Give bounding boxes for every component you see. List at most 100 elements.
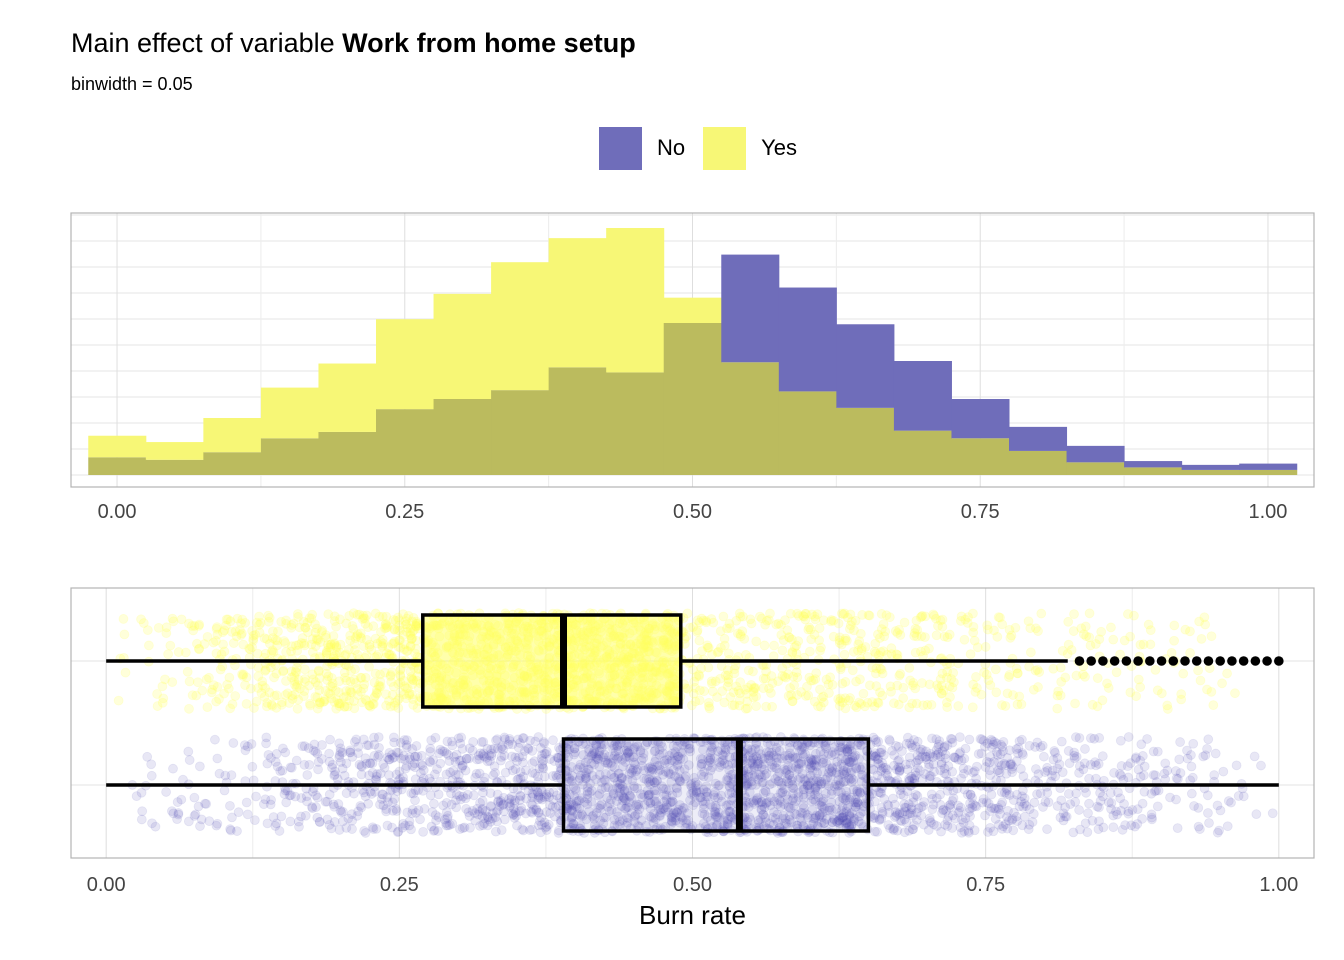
jitter-point-no [1071, 732, 1081, 743]
jitter-point-yes [346, 665, 357, 676]
jitter-point-no [780, 818, 791, 829]
jitter-point-yes [218, 639, 228, 650]
jitter-point-yes [331, 641, 342, 651]
jitter-point-yes [851, 676, 861, 687]
jitter-point-yes [717, 686, 728, 697]
jitter-point-yes [845, 620, 856, 631]
jitter-point-no [1103, 797, 1114, 808]
hist-tick-label: 0.25 [385, 501, 424, 523]
jitter-point-yes [192, 677, 203, 688]
jitter-point-yes [1102, 678, 1112, 689]
jitter-point-yes [389, 624, 400, 635]
jitter-point-yes [1034, 667, 1045, 677]
jitter-point-yes [778, 635, 789, 646]
jitter-point-yes [392, 625, 403, 635]
jitter-point-no [352, 810, 363, 821]
jitter-point-no [535, 816, 545, 826]
jitter-point-yes [406, 671, 417, 682]
jitter-point-yes [911, 615, 922, 626]
jitter-point-no [869, 813, 880, 823]
jitter-point-yes [939, 631, 950, 642]
jitter-point-no [1035, 742, 1046, 753]
jitter-point-yes [411, 618, 422, 629]
jitter-point-no [655, 764, 666, 775]
jitter-point-yes [349, 696, 359, 706]
jitter-point-yes [173, 647, 184, 657]
jitter-point-yes [791, 667, 802, 678]
jitter-point-yes [329, 697, 340, 707]
hist-bar-overlap [836, 407, 895, 475]
jitter-point-yes [850, 700, 860, 711]
jitter-point-yes [894, 670, 905, 681]
jitter-point-yes [722, 681, 733, 692]
jitter-point-no [816, 817, 827, 828]
jitter-point-yes [260, 665, 271, 676]
jitter-point-yes [944, 629, 955, 640]
jitter-point-no [277, 765, 288, 776]
jitter-point-yes [410, 620, 421, 631]
jitter-point-yes [876, 664, 887, 675]
jitter-point-yes [703, 701, 714, 712]
jitter-point-no [137, 806, 148, 817]
jitter-point-no [427, 807, 438, 817]
jitter-point-no [884, 734, 895, 745]
jitter-point-no [334, 752, 345, 763]
jitter-point-no [233, 807, 244, 818]
jitter-point-yes [965, 649, 976, 660]
jitter-point-yes [407, 675, 418, 685]
jitter-point-yes [306, 639, 317, 650]
jitter-point-yes [286, 622, 297, 633]
jitter-point-no [985, 822, 996, 833]
hist-bar-overlap [145, 459, 204, 475]
jitter-point-yes [376, 627, 386, 637]
jitter-point-yes [368, 699, 379, 709]
jitter-point-yes [801, 691, 811, 701]
jitter-point-no [535, 827, 546, 838]
jitter-point-no [461, 754, 472, 764]
jitter-point-no [491, 735, 501, 746]
jitter-point-yes [343, 644, 354, 655]
jitter-point-no [463, 807, 474, 818]
jitter-point-yes [202, 631, 213, 642]
jitter-point-yes [370, 608, 381, 619]
jitter-point-yes [1123, 609, 1133, 619]
jitter-point-yes [314, 685, 325, 696]
jitter-point-no [324, 748, 334, 759]
jitter-point-yes [329, 638, 340, 649]
jitter-point-no [382, 820, 393, 831]
hist-bar-yes [203, 418, 262, 453]
jitter-point-yes [997, 700, 1007, 710]
jitter-point-yes [834, 635, 845, 646]
jitter-point-yes [880, 626, 891, 637]
jitter-point-yes [694, 671, 705, 682]
jitter-point-yes [310, 691, 321, 702]
jitter-point-no [161, 787, 172, 797]
jitter-point-yes [922, 700, 933, 710]
jitter-point-no [779, 750, 790, 761]
jitter-point-yes [152, 701, 163, 711]
jitter-point-yes [407, 633, 418, 644]
jitter-point-no [424, 773, 435, 784]
jitter-point-yes [385, 671, 396, 682]
jitter-point-yes [402, 645, 413, 656]
jitter-point-yes [322, 675, 333, 685]
jitter-point-yes [766, 688, 776, 698]
jitter-point-no [327, 762, 337, 773]
jitter-point-yes [298, 616, 309, 627]
jitter-point-no [1231, 760, 1242, 771]
jitter-point-yes [762, 615, 772, 626]
jitter-point-yes [409, 662, 419, 673]
jitter-point-no [869, 810, 880, 820]
box-tick-label: 0.50 [673, 874, 712, 896]
jitter-point-no [596, 784, 607, 794]
jitter-point-yes [685, 622, 695, 633]
jitter-point-yes [840, 703, 851, 714]
jitter-point-no [889, 812, 900, 823]
jitter-point-yes [381, 700, 392, 711]
jitter-point-no [434, 748, 445, 759]
jitter-point-yes [304, 613, 315, 624]
jitter-point-yes [860, 701, 870, 712]
jitter-point-yes [815, 701, 826, 712]
jitter-point-no [1074, 805, 1084, 815]
jitter-point-yes [307, 609, 318, 620]
